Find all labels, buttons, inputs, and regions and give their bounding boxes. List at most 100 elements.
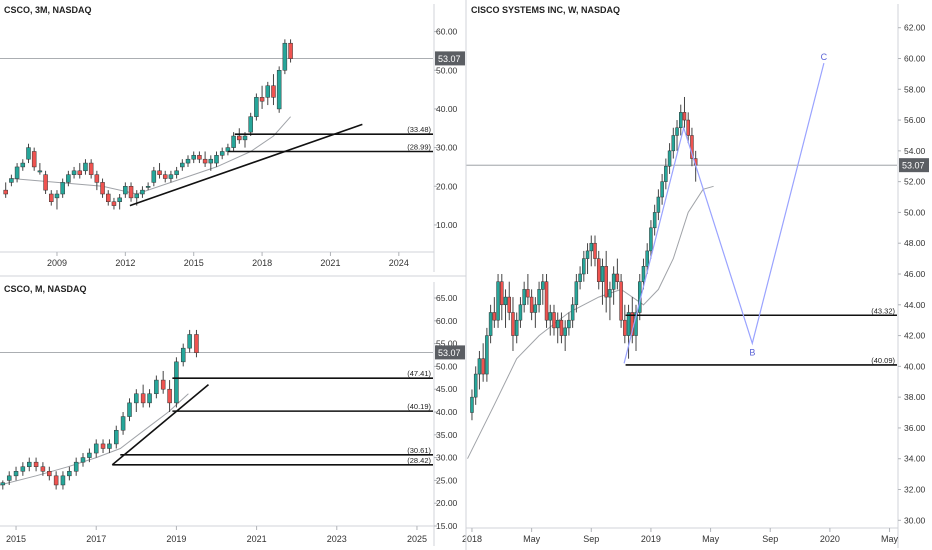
candle-body — [477, 358, 482, 375]
last-price-tag-bg — [435, 345, 465, 360]
y-tick-label: 10.00 — [436, 220, 458, 230]
candle-body — [71, 170, 77, 175]
candle-body — [608, 289, 612, 298]
moving-average-line — [467, 185, 714, 459]
last-price-tag: 53.07 — [899, 158, 929, 173]
y-tick-label: 50.00 — [436, 361, 458, 371]
last-price-tag-bg — [899, 158, 929, 173]
candle-body — [526, 289, 530, 298]
candle-body — [20, 466, 26, 472]
chart-title-monthly: CSCO, M, NASDAQ — [4, 284, 87, 294]
candle-body — [43, 174, 48, 191]
candle-body — [13, 471, 19, 477]
candle-body — [134, 193, 139, 199]
y-tick-label: 48.00 — [904, 238, 926, 248]
candle-body — [174, 361, 179, 404]
candle-body — [679, 112, 683, 129]
candle-body — [9, 178, 14, 183]
candle-body — [107, 443, 112, 449]
candle-body — [626, 312, 631, 336]
candle-body — [563, 327, 567, 336]
candle-body — [481, 358, 485, 375]
last-price-tag: 53.07 — [435, 51, 465, 66]
candle-body — [649, 227, 653, 252]
x-tick-label: 2015 — [6, 534, 26, 544]
level-label: (28.99) — [407, 143, 431, 152]
y-tick-label: 65.00 — [436, 293, 458, 303]
y-tick-label: 30.00 — [436, 143, 458, 153]
chart-title-weekly: CISCO SYSTEMS INC, W, NASDAQ — [471, 5, 620, 15]
y-tick-label: 56.00 — [904, 115, 926, 125]
x-tick-label: May — [523, 534, 541, 544]
candle-body — [60, 475, 66, 486]
candle-body — [127, 402, 132, 417]
candle-body — [167, 388, 172, 404]
candle-body — [185, 158, 191, 164]
candle-body — [593, 242, 597, 259]
moving-average-line — [0, 393, 189, 486]
y-tick-label: 40.00 — [436, 104, 458, 114]
candle-body — [574, 281, 579, 306]
candle-body — [682, 112, 687, 121]
candle-body — [282, 42, 288, 71]
candle-body — [231, 135, 236, 148]
candle-body — [641, 266, 646, 282]
x-tick-label: 2025 — [407, 534, 427, 544]
candle-body — [548, 312, 553, 321]
y-tick-label: 32.00 — [904, 485, 926, 495]
candle-body — [664, 165, 668, 182]
candle-body — [128, 186, 134, 199]
y-tick-label: 38.00 — [904, 392, 926, 402]
x-tick-label: 2021 — [247, 534, 267, 544]
candle-body — [559, 319, 564, 336]
candle-body — [160, 379, 166, 390]
y-tick-label: 52.00 — [904, 177, 926, 187]
chart-panel-weekly: CISCO SYSTEMS INC, W, NASDAQ — [471, 5, 620, 15]
candle-body — [100, 443, 106, 449]
y-tick-label: 58.00 — [904, 84, 926, 94]
candle-body — [197, 155, 202, 160]
candle-body — [168, 174, 174, 179]
candle-body — [686, 119, 690, 136]
x-tick-label: 2018 — [462, 534, 482, 544]
candle-body — [652, 212, 657, 229]
y-tick-label: 55.00 — [436, 339, 458, 349]
candle-body — [94, 174, 100, 183]
pattern-point-label: B — [749, 347, 755, 357]
candle-body — [140, 393, 146, 404]
x-tick-label: 2019 — [166, 534, 186, 544]
candle-body — [120, 416, 126, 431]
y-tick-label: 20.00 — [436, 181, 458, 191]
candle-body — [123, 186, 128, 195]
candle-body — [140, 189, 145, 195]
candle-body — [529, 296, 534, 313]
y-tick-label: 50.00 — [904, 207, 926, 217]
candle-body — [533, 304, 538, 313]
candle-body — [259, 97, 265, 102]
candle-body — [645, 250, 649, 267]
y-tick-label: 20.00 — [436, 498, 458, 508]
candle-body — [219, 151, 225, 156]
last-price-label: 53.07 — [438, 348, 461, 358]
candle-body — [623, 319, 627, 336]
candle-body — [66, 174, 71, 183]
level-label: (43.32) — [871, 306, 895, 315]
candle-body — [180, 162, 185, 168]
candle-body — [582, 258, 586, 275]
candle-body — [518, 304, 523, 321]
y-tick-label: 40.00 — [904, 361, 926, 371]
y-tick-label: 60.00 — [436, 316, 458, 326]
candle-body — [26, 147, 31, 160]
candle-body — [77, 170, 83, 175]
candle-body — [174, 170, 179, 175]
last-price-tag: 53.07 — [435, 345, 465, 360]
last-price-label: 53.07 — [902, 161, 925, 171]
y-tick-label: 44.00 — [904, 300, 926, 310]
last-price-tag-bg — [435, 51, 465, 66]
candle-body — [511, 312, 515, 336]
candle-body — [54, 193, 60, 199]
level-label: (30.61) — [407, 446, 431, 455]
candle-body — [589, 242, 594, 252]
candle-body — [67, 471, 72, 477]
candle-body — [242, 135, 248, 141]
